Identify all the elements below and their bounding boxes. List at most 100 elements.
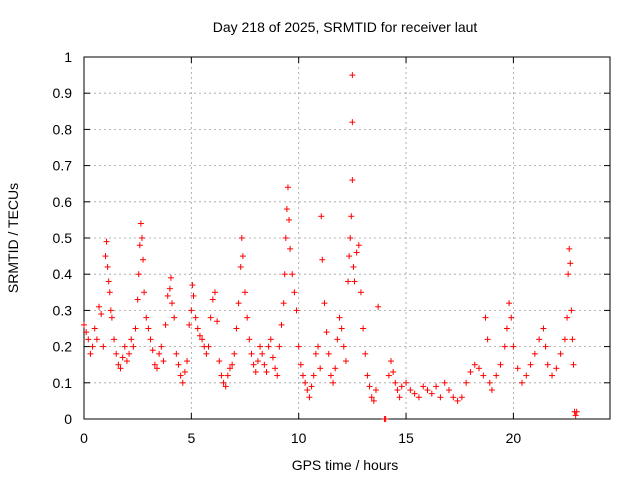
x-tick-label: 20 xyxy=(506,430,522,446)
data-point xyxy=(572,412,579,419)
data-point xyxy=(284,184,291,191)
data-point xyxy=(153,365,160,372)
data-point xyxy=(385,372,392,379)
data-point xyxy=(286,216,293,223)
data-point xyxy=(235,300,242,307)
data-point xyxy=(189,282,196,289)
data-point xyxy=(368,394,375,401)
y-tick-label: 0.8 xyxy=(53,121,73,137)
data-point xyxy=(372,387,379,394)
data-point xyxy=(293,307,300,314)
data-point xyxy=(134,296,141,303)
data-point xyxy=(346,253,353,260)
data-point xyxy=(135,271,142,278)
data-point xyxy=(566,245,573,252)
data-point xyxy=(508,314,515,321)
data-point xyxy=(420,383,427,390)
data-point xyxy=(486,379,493,386)
data-point xyxy=(287,245,294,252)
data-point xyxy=(454,397,461,404)
data-point xyxy=(274,372,281,379)
y-tick-label: 0.1 xyxy=(53,375,73,391)
data-point xyxy=(138,235,145,241)
data-point xyxy=(105,278,112,285)
data-point xyxy=(482,314,489,321)
data-point xyxy=(564,314,571,321)
data-point xyxy=(433,383,440,390)
data-point xyxy=(510,343,517,350)
data-point xyxy=(111,336,118,343)
data-point xyxy=(382,416,389,422)
data-point xyxy=(214,318,221,325)
data-point xyxy=(353,249,360,256)
chart-title: Day 218 of 2025, SRMTID for receiver lau… xyxy=(213,19,478,35)
data-point xyxy=(334,336,341,343)
data-point xyxy=(222,383,229,390)
data-point xyxy=(263,368,270,375)
data-point xyxy=(411,390,418,397)
y-tick-label: 0.3 xyxy=(53,302,73,318)
data-point xyxy=(318,213,325,220)
data-point xyxy=(196,332,203,339)
data-point xyxy=(357,289,364,296)
data-point xyxy=(190,292,197,299)
data-point xyxy=(289,271,296,278)
data-point xyxy=(156,350,163,357)
data-point xyxy=(113,350,120,357)
data-point xyxy=(145,325,152,332)
data-point xyxy=(540,325,547,332)
data-point xyxy=(349,177,356,184)
data-point xyxy=(167,274,174,281)
data-point xyxy=(323,329,330,336)
data-point xyxy=(205,343,212,350)
data-point xyxy=(211,289,218,296)
data-point xyxy=(514,365,521,372)
data-point xyxy=(162,321,169,328)
y-tick-label: 1 xyxy=(64,49,72,65)
data-point xyxy=(370,397,377,404)
data-point xyxy=(388,358,395,365)
data-point xyxy=(568,307,575,314)
data-point xyxy=(175,361,182,368)
data-point xyxy=(497,361,504,368)
x-tick-label: 0 xyxy=(80,430,88,446)
data-point xyxy=(83,329,90,336)
data-point xyxy=(160,358,167,365)
data-point xyxy=(392,379,399,386)
data-point xyxy=(531,350,538,357)
data-point xyxy=(338,325,345,332)
data-point xyxy=(450,394,457,401)
data-point xyxy=(398,383,405,390)
y-tick-label: 0.5 xyxy=(53,230,73,246)
data-point xyxy=(209,296,216,303)
data-point xyxy=(89,343,96,350)
data-point xyxy=(351,278,358,285)
data-point xyxy=(269,354,276,361)
data-point xyxy=(553,365,560,372)
data-point xyxy=(250,361,257,368)
data-point xyxy=(192,314,199,321)
data-point xyxy=(98,311,105,318)
data-point xyxy=(569,336,576,343)
data-point xyxy=(302,379,309,386)
data-point xyxy=(194,325,201,332)
data-point xyxy=(488,387,495,394)
data-point xyxy=(493,372,500,379)
y-tick-label: 0.9 xyxy=(53,85,73,101)
data-point xyxy=(91,325,98,332)
data-point xyxy=(306,394,313,401)
data-point xyxy=(403,379,410,386)
data-point xyxy=(325,350,332,357)
data-point xyxy=(231,350,238,357)
data-point xyxy=(360,325,367,332)
data-point xyxy=(355,242,362,249)
y-tick-label: 0 xyxy=(64,411,72,427)
data-point xyxy=(276,343,283,350)
y-tick-labels: 0 0.1 0.2 0.3 0.4 0.5 0.6 0.7 0.8 0.9 1 xyxy=(53,49,73,427)
data-point xyxy=(137,220,144,227)
data-point xyxy=(394,387,401,394)
data-point xyxy=(233,325,240,332)
x-axis-title: GPS time / hours xyxy=(292,457,399,473)
data-point xyxy=(544,361,551,368)
